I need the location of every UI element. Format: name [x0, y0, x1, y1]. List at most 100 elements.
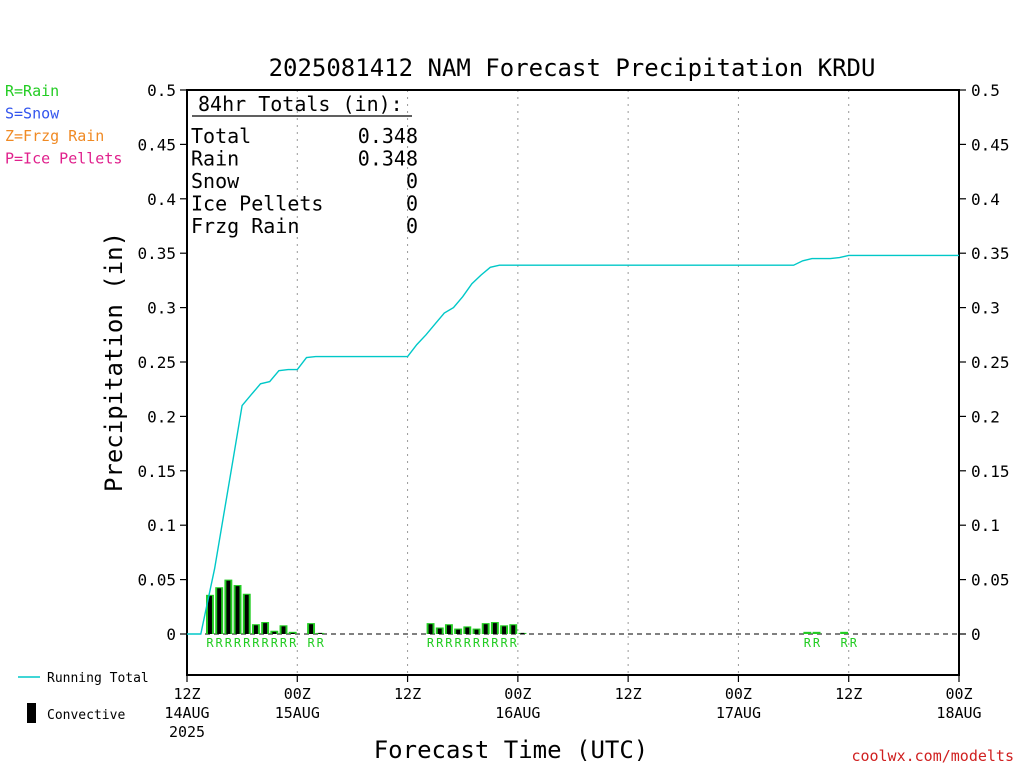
ptype-label: R: [225, 636, 233, 650]
x-tick-label-time: 12Z: [394, 685, 421, 703]
ptype-legend-item: R=Rain: [5, 82, 59, 100]
convective-bar: [309, 624, 314, 634]
ptype-label: R: [262, 636, 270, 650]
convective-bar: [318, 632, 323, 634]
convective-bar: [511, 625, 516, 634]
totals-row-label: Frzg Rain: [191, 214, 299, 238]
x-tick-label-time: 00Z: [945, 685, 972, 703]
y-tick-label-right: 0.3: [971, 299, 1000, 318]
y-tick-label-right: 0.15: [971, 462, 1010, 481]
convective-bar: [208, 595, 212, 634]
x-tick-label-time: 00Z: [725, 685, 752, 703]
y-tick-label-left: 0.15: [137, 462, 176, 481]
ptype-label: R: [500, 636, 508, 650]
convective-bar: [437, 628, 442, 634]
x-tick-label-date: 18AUG: [936, 704, 981, 722]
totals-row-label: Snow: [191, 169, 240, 193]
convective-bar: [502, 626, 507, 634]
y-tick-label-left: 0.35: [137, 244, 176, 263]
totals-row-value: 0: [406, 192, 418, 216]
ptype-label: R: [206, 636, 214, 650]
x-tick-label-time: 00Z: [284, 685, 311, 703]
ptype-label: R: [491, 636, 499, 650]
y-axis-label: Precipitation (in): [100, 232, 128, 492]
convective-bar: [465, 627, 470, 634]
y-tick-label-right: 0.2: [971, 407, 1000, 426]
rain-bar: [812, 631, 821, 634]
ptype-label: R: [216, 636, 224, 650]
convective-bar: [272, 631, 277, 634]
totals-rows: Total 0.348 Rain 0.348 Snow 0 Ice Pellets 0 Frzg…: [191, 124, 418, 238]
totals-row-value: 0.348: [358, 124, 418, 148]
y-tick-label-left: 0.05: [137, 571, 176, 590]
ptype-label: R: [280, 636, 288, 650]
ptype-label: R: [510, 636, 518, 650]
convective-bar: [244, 594, 249, 634]
totals-box: 84hr Totals (in): Total 0.348 Rain 0.348 Sno…: [191, 92, 418, 238]
convective-bar: [520, 632, 525, 634]
series-legend: Running Total Convective: [18, 671, 149, 723]
y-axis-right: 0 0.05 0.1 0.15 0.2 0.25 0.3 0.35 0.4 0.45 0.5: [959, 81, 1010, 644]
x-tick-label-date: 15AUG: [275, 704, 320, 722]
ptype-label: R: [243, 636, 251, 650]
x-tick-label-time: 12Z: [173, 685, 200, 703]
credit-text: coolwx.com/modelts: [851, 747, 1014, 765]
ptype-label: R: [436, 636, 444, 650]
convective-bar: [456, 629, 461, 634]
y-tick-label-right: 0.1: [971, 516, 1000, 535]
ptype-label: R: [252, 636, 260, 650]
x-tick-label-time: 12Z: [835, 685, 862, 703]
chart-title: 2025081412 NAM Forecast Precipitation KR…: [269, 54, 876, 82]
totals-row-label: Total: [191, 124, 251, 148]
x-tick-label-time: 12Z: [615, 685, 642, 703]
rain-bar: [803, 631, 812, 634]
ptype-legend: R=Rain S=Snow Z=Frzg Rain P=Ice Pellets: [5, 82, 122, 168]
convective-legend-label: Convective: [47, 708, 125, 723]
x-tick-label-date: 16AUG: [495, 704, 540, 722]
convective-bar: [226, 580, 231, 634]
y-tick-label-right: 0: [971, 625, 981, 644]
convective-bar: [474, 629, 479, 634]
x-tick-label-date: 17AUG: [716, 704, 761, 722]
ptype-label: R: [289, 636, 297, 650]
x-tick-label-date: 14AUG: [164, 704, 209, 722]
y-tick-label-left: 0.45: [137, 135, 176, 154]
running-total-line: [187, 254, 959, 635]
x-axis-label: Forecast Time (UTC): [374, 736, 649, 764]
ptype-label: R: [813, 636, 821, 650]
totals-row-label: Rain: [191, 147, 239, 171]
convective-bar: [253, 625, 258, 634]
ptype-label: R: [455, 636, 463, 650]
ptype-label: R: [473, 636, 481, 650]
ptype-label: R: [445, 636, 453, 650]
ptype-label: R: [307, 636, 315, 650]
convective-bar: [290, 632, 295, 634]
convective-bar: [492, 623, 497, 634]
y-axis-left: 0 0.05 0.1 0.15 0.2 0.25 0.3 0.35 0.4 0.45 0.5: [137, 81, 187, 644]
totals-row-value: 0: [406, 169, 418, 193]
totals-row-label: Ice Pellets: [191, 192, 323, 216]
y-tick-label-right: 0.4: [971, 190, 1000, 209]
y-tick-label-right: 0.05: [971, 571, 1010, 590]
convective-bar: [235, 586, 240, 634]
y-tick-label-left: 0.3: [147, 299, 176, 318]
convective-legend-swatch: [27, 703, 36, 723]
totals-row-value: 0: [406, 214, 418, 238]
y-tick-label-right: 0.45: [971, 135, 1010, 154]
convective-bar: [281, 626, 286, 634]
y-tick-label-left: 0.4: [147, 190, 176, 209]
ptype-label: R: [482, 636, 490, 650]
x-tick-label-time: 00Z: [504, 685, 531, 703]
y-tick-label-right: 0.25: [971, 353, 1010, 372]
running-total-legend-label: Running Total: [47, 671, 149, 686]
ptype-legend-item: Z=Frzg Rain: [5, 127, 104, 145]
ptype-label: R: [317, 636, 325, 650]
totals-row-value: 0.348: [358, 147, 418, 171]
convective-bar: [263, 623, 268, 634]
ptype-label: R: [427, 636, 435, 650]
plot-frame: [186, 89, 960, 676]
rain-bar: [840, 631, 849, 634]
y-tick-label-left: 0.1: [147, 516, 176, 535]
